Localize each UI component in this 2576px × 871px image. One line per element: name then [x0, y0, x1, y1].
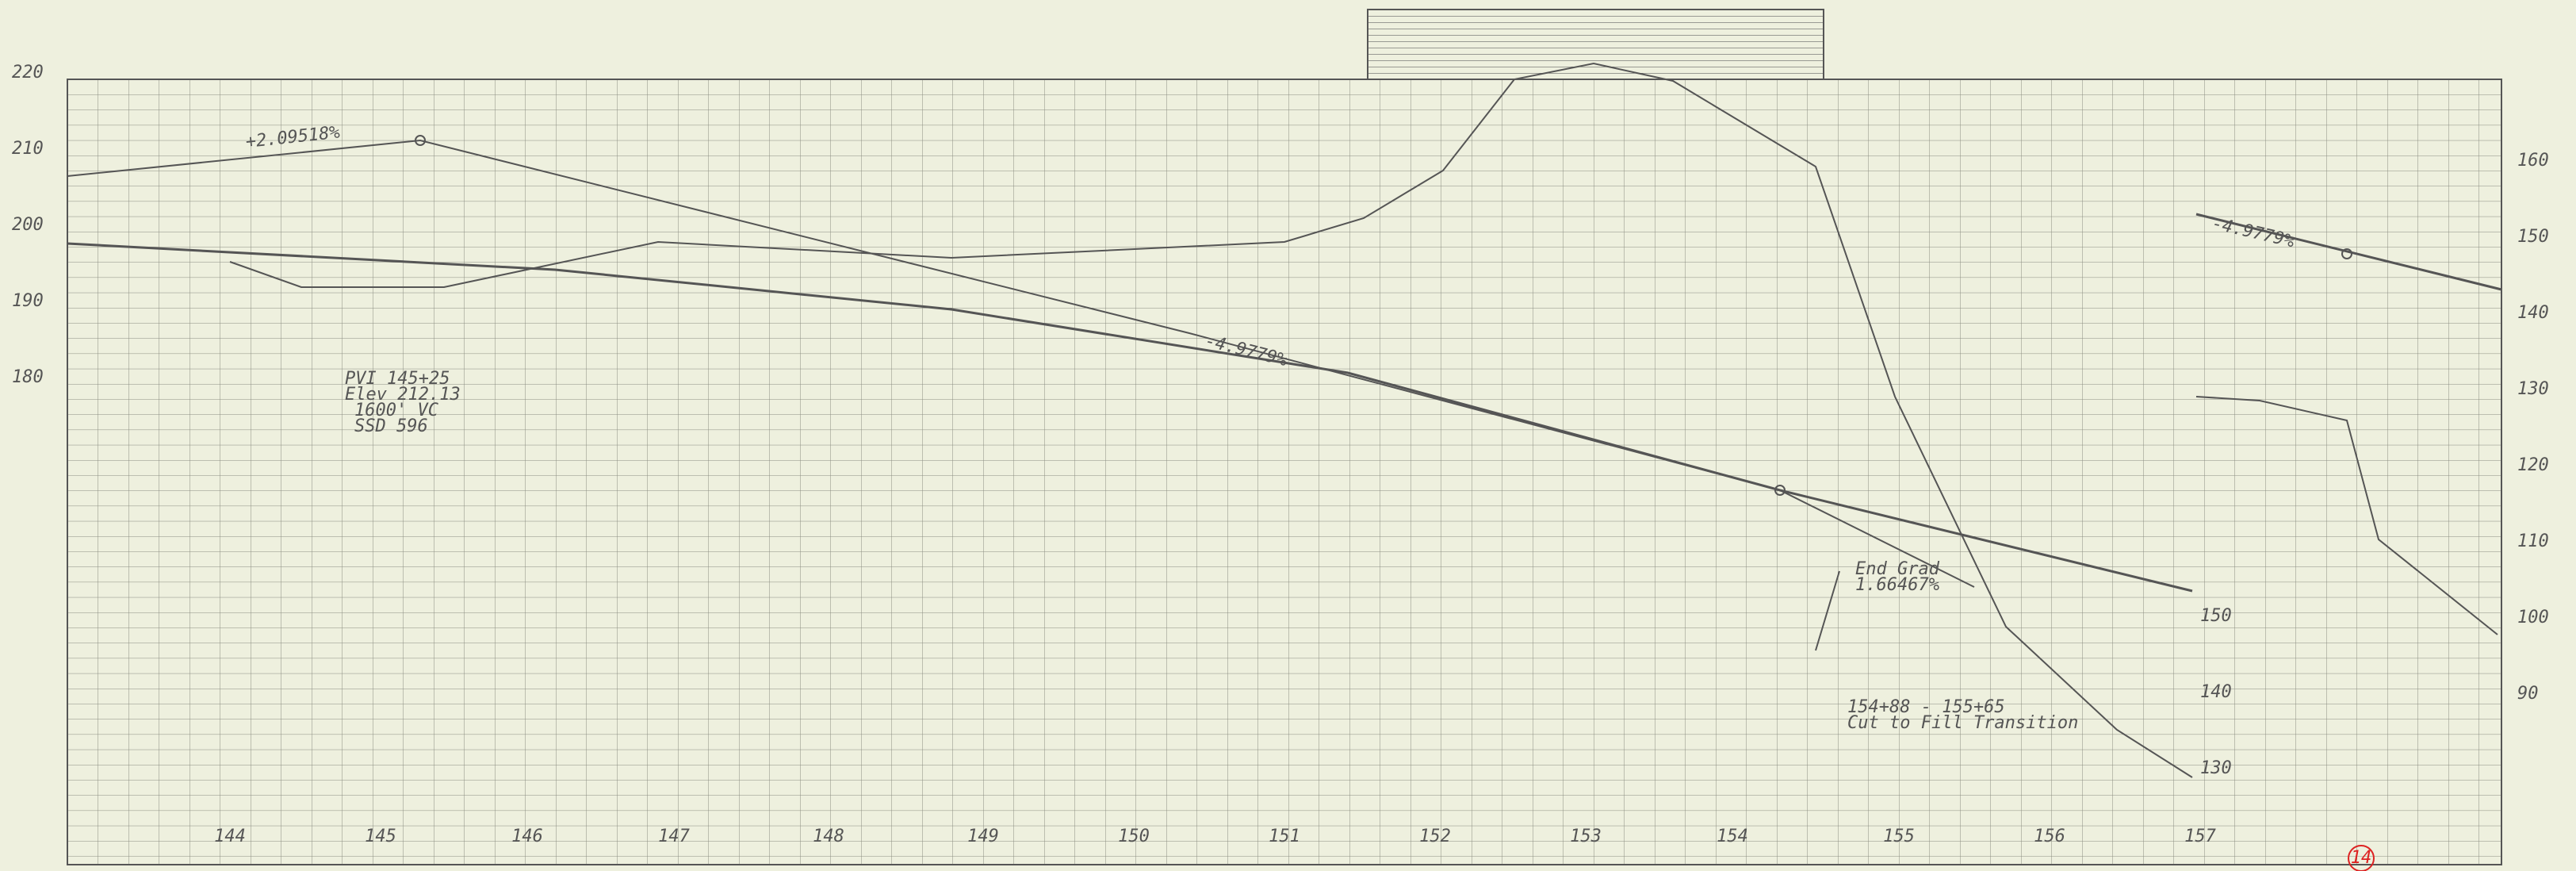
station-label: 147	[658, 827, 690, 846]
left-axis-label: 220	[12, 63, 44, 82]
station-label: 148	[813, 827, 844, 846]
pvi-marker	[2341, 248, 2352, 259]
left-axis-label: 180	[12, 367, 44, 387]
station-label: 144	[214, 827, 246, 846]
end-grad-note: 1.66467%	[1855, 575, 1939, 595]
pvi-note: Elev 212.13	[345, 385, 461, 405]
station-label: 149	[967, 827, 999, 846]
ground-line	[2195, 396, 2498, 635]
station-label: 146	[511, 827, 543, 846]
station-label: 152	[1419, 827, 1451, 846]
right-axis-label: 120	[2517, 455, 2549, 475]
grade-line	[67, 139, 1975, 588]
left-axis-label: 200	[12, 215, 44, 235]
right-axis-label: 110	[2517, 531, 2549, 551]
pvi-marker	[1774, 485, 1786, 496]
station-label: 157	[2184, 827, 2216, 846]
right-axis-label: 160	[2517, 151, 2549, 171]
middle-axis-label: 140	[2200, 682, 2232, 702]
station-label: 156	[2034, 827, 2065, 846]
station-label: 151	[1269, 827, 1300, 846]
grid	[67, 79, 2502, 865]
sheet-number: 14	[2351, 848, 2372, 868]
left-axis-label: 210	[12, 139, 44, 159]
station-label: 145	[365, 827, 396, 846]
sheet-circle	[2348, 845, 2375, 871]
grade-line	[67, 242, 2193, 593]
top-grid	[1367, 9, 1824, 80]
middle-axis-label: 130	[2200, 758, 2232, 778]
grade-line	[2195, 213, 2502, 291]
station-label: 153	[1570, 827, 1602, 846]
station-label: 154	[1717, 827, 1748, 846]
transition-note: Cut to Fill Transition	[1847, 713, 2078, 733]
right-axis-label: 130	[2517, 379, 2549, 399]
right-axis-label: 100	[2517, 608, 2549, 627]
right-axis-label: 90	[2517, 684, 2539, 704]
station-label: 150	[1118, 827, 1150, 846]
pvi-note: 1600' VC	[354, 401, 439, 420]
transition-note: 154+88 - 155+65	[1847, 697, 2005, 717]
right-axis-label: 150	[2517, 227, 2549, 247]
leader-line	[1815, 570, 1840, 651]
left-axis-label: 190	[12, 291, 44, 311]
pvi-marker	[415, 135, 426, 146]
right-axis-label: 140	[2517, 303, 2549, 323]
labels: 220 210 200 190 180 160 150 140 130 120 110 100 90 15…	[12, 63, 2549, 868]
middle-axis-label: 150	[2200, 606, 2232, 626]
end-grad-note: End Grad	[1855, 559, 1940, 579]
pvi-note: SSD 596	[354, 416, 428, 436]
pvi-note: PVI 145+25	[345, 369, 450, 389]
ground-line	[229, 62, 2193, 778]
station-label: 155	[1883, 827, 1915, 846]
